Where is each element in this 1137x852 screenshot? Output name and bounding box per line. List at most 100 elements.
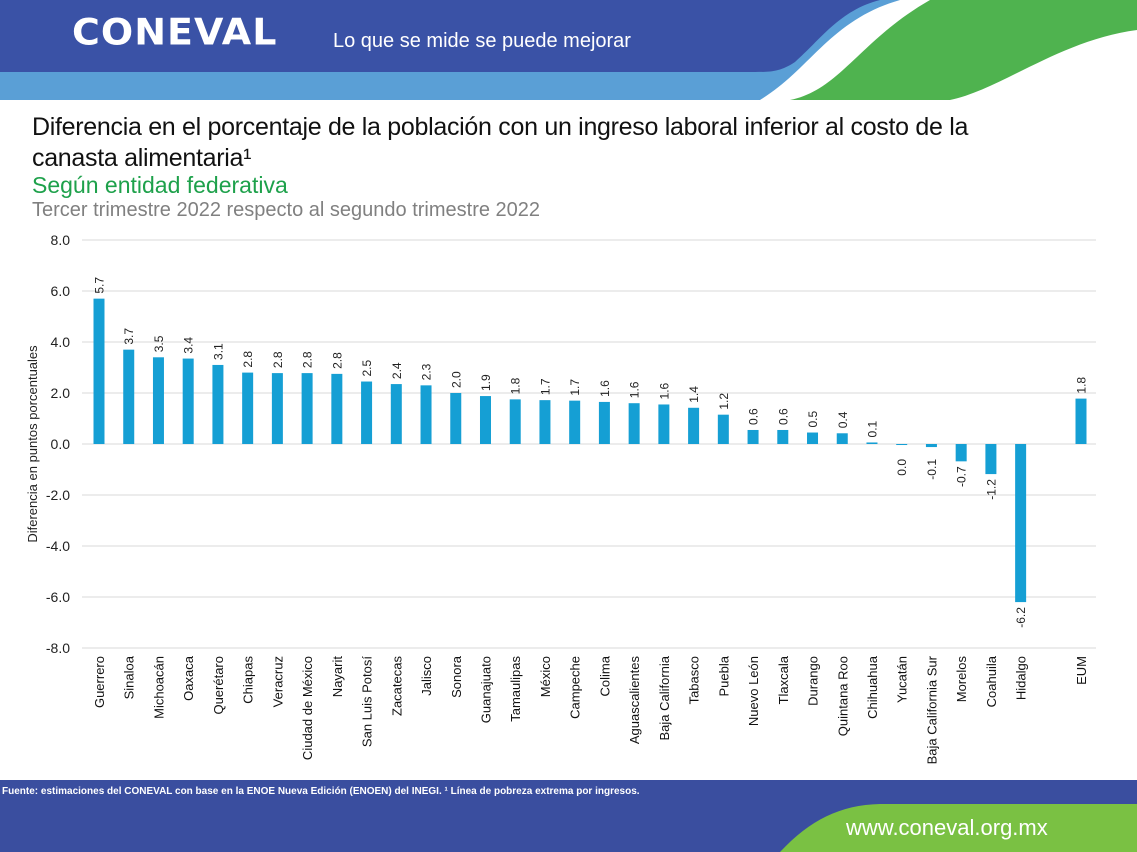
bar xyxy=(1015,444,1027,603)
category-label: Oaxaca xyxy=(181,655,196,701)
bar xyxy=(271,373,283,444)
chart-title: Diferencia en el porcentaje de la poblac… xyxy=(32,113,969,172)
source-note: Fuente: estimaciones del CONEVAL con bas… xyxy=(2,786,640,797)
category-label: Tabasco xyxy=(687,656,702,704)
category-label: Nuevo León xyxy=(746,656,761,726)
category-label: Durango xyxy=(806,656,821,706)
bar xyxy=(658,404,670,444)
bar xyxy=(925,444,937,448)
category-label: Chiapas xyxy=(241,656,256,704)
bar xyxy=(836,433,848,444)
data-label: -0.1 xyxy=(925,459,939,480)
footer-band xyxy=(0,780,1137,852)
bar xyxy=(361,381,373,444)
category-label: Puebla xyxy=(716,655,731,696)
bar xyxy=(479,396,491,444)
bar xyxy=(747,429,759,444)
bar xyxy=(420,385,432,444)
category-label: San Luis Potosí xyxy=(360,656,375,747)
data-label: 2.5 xyxy=(360,360,374,377)
bar xyxy=(182,358,194,444)
bar xyxy=(866,442,878,444)
category-label: Guerrero xyxy=(92,656,107,708)
y-tick-label: -4.0 xyxy=(46,538,70,554)
category-label: Tlaxcala xyxy=(776,655,791,704)
data-label: 3.7 xyxy=(122,328,136,345)
data-label: 0.0 xyxy=(895,459,909,476)
bar xyxy=(569,400,581,444)
data-label: 3.1 xyxy=(211,343,225,360)
data-label: 1.6 xyxy=(598,380,612,397)
data-label: 1.8 xyxy=(509,377,523,394)
data-label: 3.5 xyxy=(152,335,166,352)
data-label: 1.7 xyxy=(538,378,552,395)
category-label: Sonora xyxy=(449,655,464,698)
bar xyxy=(777,429,789,444)
y-tick-label: 8.0 xyxy=(51,232,71,248)
category-label: Aguascalientes xyxy=(627,656,642,745)
chart-period: Tercer trimestre 2022 respecto al segund… xyxy=(32,199,541,221)
y-tick-label: -8.0 xyxy=(46,640,70,656)
category-label: Tamaulipas xyxy=(508,656,523,722)
category-label: Baja California Sur xyxy=(924,655,939,764)
data-label: -0.7 xyxy=(955,466,969,487)
category-label: Michoacán xyxy=(151,656,166,719)
data-label: -6.2 xyxy=(1014,607,1028,628)
category-label: Colima xyxy=(597,655,612,696)
y-tick-label: 0.0 xyxy=(51,436,71,452)
category-label: Nayarit xyxy=(330,656,345,698)
category-label: Coahuila xyxy=(984,655,999,707)
bar xyxy=(807,432,819,444)
category-label: Sinaloa xyxy=(122,655,137,699)
data-label: 2.4 xyxy=(390,362,404,379)
bar xyxy=(688,407,700,444)
category-label: Morelos xyxy=(954,656,969,703)
data-label: 2.8 xyxy=(330,352,344,369)
data-label: 0.4 xyxy=(836,411,850,428)
category-label: Ciudad de México xyxy=(300,656,315,760)
data-label: 0.1 xyxy=(865,420,879,437)
data-label: 1.2 xyxy=(717,393,731,410)
bar xyxy=(450,393,462,444)
category-label: Jalisco xyxy=(419,656,434,696)
y-tick-label: 6.0 xyxy=(51,283,71,299)
footer-url[interactable]: www.coneval.org.mx xyxy=(846,815,1048,840)
data-label: 2.0 xyxy=(449,371,463,388)
data-label: 1.6 xyxy=(657,382,671,399)
bar xyxy=(242,372,254,444)
bar xyxy=(93,298,105,444)
category-label: Veracruz xyxy=(270,656,285,707)
chart-subtitle: Según entidad federativa xyxy=(32,172,288,198)
bar xyxy=(390,384,402,444)
bar xyxy=(628,403,640,444)
category-label: Baja California xyxy=(657,655,672,740)
bar xyxy=(509,399,521,444)
data-label: 1.6 xyxy=(628,381,642,398)
coneval-logo: CONEVAL xyxy=(72,11,278,53)
data-label: 2.8 xyxy=(301,351,315,368)
bar xyxy=(152,357,164,444)
data-label: 1.8 xyxy=(1075,377,1089,394)
category-label: EUM xyxy=(1074,656,1089,685)
category-label: Yucatán xyxy=(895,656,910,703)
y-axis-label: Diferencia en puntos porcentuales xyxy=(25,345,40,543)
category-label: Quintana Roo xyxy=(835,656,850,736)
category-label: Guanajuato xyxy=(478,656,493,723)
data-label: 3.4 xyxy=(182,337,196,354)
data-label: 1.4 xyxy=(687,386,701,403)
data-label: 2.8 xyxy=(241,351,255,368)
bar xyxy=(896,444,908,446)
category-label: Querétaro xyxy=(211,656,226,715)
data-label: 0.6 xyxy=(747,408,761,425)
category-label: Hidalgo xyxy=(1014,656,1029,700)
bar xyxy=(123,349,135,444)
y-tick-label: 4.0 xyxy=(51,334,71,350)
data-label: 2.8 xyxy=(271,351,285,368)
bar xyxy=(598,401,610,444)
data-label: 1.7 xyxy=(568,379,582,396)
data-label: -1.2 xyxy=(984,479,998,500)
category-label: México xyxy=(538,656,553,697)
header-band xyxy=(0,0,1137,100)
bar xyxy=(301,373,313,444)
bar xyxy=(331,373,343,444)
